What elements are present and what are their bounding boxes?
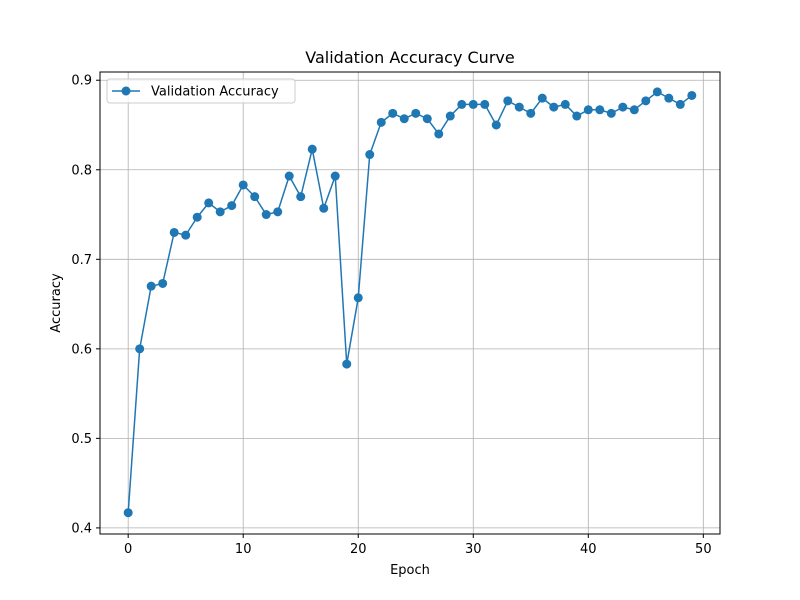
legend-label: Validation Accuracy [151,85,279,100]
x-tick-label: 30 [465,542,482,557]
data-point [560,99,570,109]
data-point [284,171,294,181]
data-point [549,102,559,112]
x-axis-label: Epoch [390,563,430,578]
data-point [503,96,513,106]
y-axis-ticks: 0.4 0.5 0.6 0.7 0.8 0.9 [71,74,100,536]
data-point [687,90,697,100]
legend-box [106,78,296,104]
x-axis-ticks: 0 10 20 30 40 50 [124,534,712,557]
data-point [181,230,191,240]
data-point [135,344,145,354]
data-point [641,96,651,106]
data-point [491,120,501,130]
legend-marker-swatch [121,86,131,96]
data-point [353,293,363,303]
data-point [675,99,685,109]
y-tick-label: 0.7 [71,253,92,268]
data-point [250,192,260,202]
data-point [261,210,271,220]
data-point [480,99,490,109]
data-point [572,111,582,121]
data-point [296,192,306,202]
series-layer [123,87,697,518]
data-point [629,105,639,115]
data-point [457,99,467,109]
data-point [319,203,329,213]
data-point [434,129,444,139]
data-point [468,99,478,109]
data-point [365,150,375,160]
grid-lines [100,72,720,534]
x-tick-label: 10 [235,542,252,557]
data-point [227,201,237,211]
data-point [664,93,674,103]
data-point [123,508,133,518]
y-tick-label: 0.9 [71,74,92,89]
chart-title: Validation Accuracy Curve [305,48,514,67]
data-point [146,281,156,291]
x-tick-label: 0 [124,542,132,557]
data-point [342,359,352,369]
data-point [388,108,398,118]
data-point [411,108,421,118]
data-point [514,102,524,112]
data-point [215,207,225,217]
legend: Validation Accuracy [106,78,296,104]
data-point [307,144,317,154]
y-axis-label: Accuracy [49,273,64,333]
data-point [169,227,179,237]
data-point [422,114,432,124]
data-point [583,105,593,115]
data-point [618,102,628,112]
data-point [606,108,616,118]
x-tick-label: 50 [695,542,712,557]
data-point [204,198,214,208]
data-point [537,93,547,103]
y-tick-label: 0.5 [71,432,92,447]
y-tick-label: 0.6 [71,342,92,357]
data-point [273,207,283,217]
plot-frame [99,71,721,535]
data-point [158,278,168,288]
y-tick-label: 0.4 [71,521,92,536]
data-point [330,171,340,181]
data-point [399,114,409,124]
data-point [595,105,605,115]
data-point [376,117,386,127]
x-tick-label: 20 [350,542,367,557]
x-tick-label: 40 [580,542,597,557]
data-point [192,212,202,222]
data-point [652,87,662,97]
data-point [238,180,248,190]
y-tick-label: 0.8 [71,163,92,178]
data-point [526,108,536,118]
data-point [445,111,455,121]
